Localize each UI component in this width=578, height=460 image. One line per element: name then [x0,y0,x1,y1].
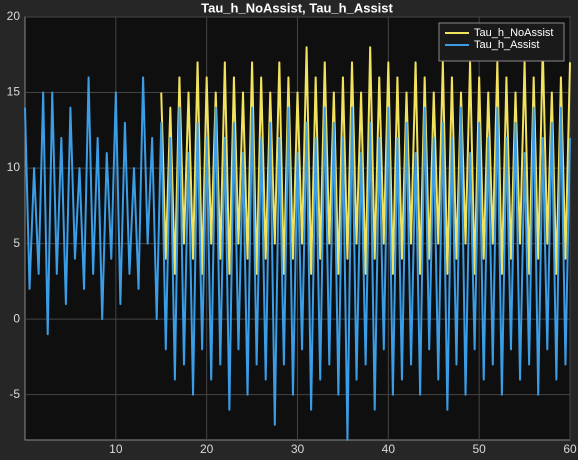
x-tick-label: 30 [291,442,305,456]
legend-label: Tau_h_NoAssist [474,27,554,39]
y-tick-label: -5 [9,387,20,401]
y-tick-label: 10 [7,160,21,174]
data-line [24,76,571,441]
y-tick-label: 5 [13,236,20,250]
x-tick-label: 20 [200,442,214,456]
x-tick-label: 60 [563,442,577,456]
x-tick-label: 50 [472,442,486,456]
legend-box [438,22,565,62]
y-tick-label: 15 [7,85,21,99]
y-tick-label: 20 [7,9,21,23]
data-line [160,46,571,275]
chart-title: Tau_h_NoAssist, Tau_h_Assist [201,0,393,15]
legend-label: Tau_h_Assist [474,39,539,51]
x-tick-label: 10 [109,442,123,456]
y-tick-label: 0 [13,311,20,325]
x-tick-label: 40 [382,442,396,456]
